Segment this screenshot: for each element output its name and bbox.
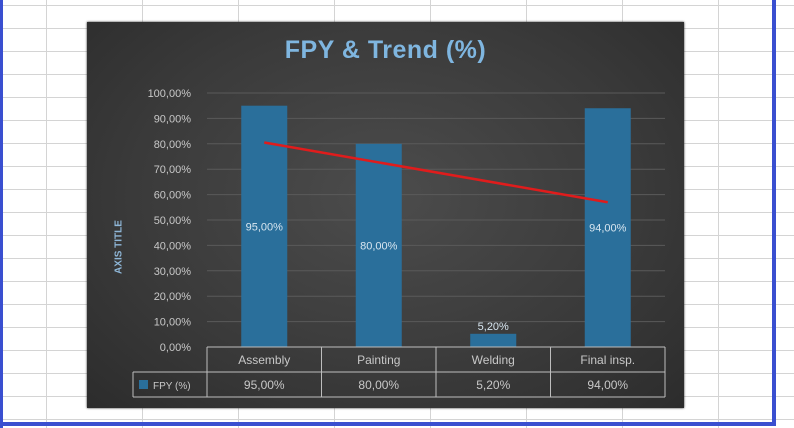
y-tick-label: 50,00% (154, 215, 192, 227)
bar-welding (470, 333, 517, 347)
category-label: Final insp. (580, 353, 635, 367)
legend-series-name: FPY (%) (153, 381, 191, 392)
chart-area[interactable]: FPY & Trend (%) AXIS TITLE 0,00% 10,00% 20… (87, 22, 684, 408)
y-tick-label: 10,00% (154, 317, 192, 329)
legend-key-swatch (139, 380, 148, 389)
data-label: 95,00% (246, 221, 284, 233)
trendline (264, 141, 608, 204)
data-label: 80,00% (360, 240, 398, 252)
y-tick-label: 100,00% (148, 88, 192, 100)
table-value: 95,00% (244, 378, 285, 392)
selection-border-right (772, 0, 776, 424)
data-label: 5,20% (478, 321, 509, 333)
y-tick-label: 30,00% (154, 266, 192, 278)
category-label: Welding (472, 353, 515, 367)
category-label: Assembly (238, 353, 290, 367)
table-value: 94,00% (587, 378, 628, 392)
chart-title[interactable]: FPY & Trend (%) (284, 36, 487, 64)
data-label: 94,00% (589, 223, 627, 235)
y-tick-label: 0,00% (160, 342, 191, 354)
bar-painting (355, 143, 402, 347)
y-tick-label: 60,00% (154, 190, 192, 202)
y-tick-label: 90,00% (154, 113, 192, 125)
table-value: 80,00% (358, 378, 399, 392)
y-tick-label: 20,00% (154, 291, 192, 303)
bar-final-insp- (584, 108, 631, 348)
y-tick-label: 40,00% (154, 240, 192, 252)
plot-area: 0,00% 10,00% 20,00% 30,00% 40,00% 50,00% 60,00… (132, 88, 666, 398)
table-value: 5,20% (476, 378, 510, 392)
y-tick-label: 80,00% (154, 139, 192, 151)
category-label: Painting (357, 353, 400, 367)
sheet-left-edge (0, 0, 3, 428)
y-tick-label: 70,00% (154, 164, 192, 176)
selection-border-bottom (0, 422, 776, 426)
